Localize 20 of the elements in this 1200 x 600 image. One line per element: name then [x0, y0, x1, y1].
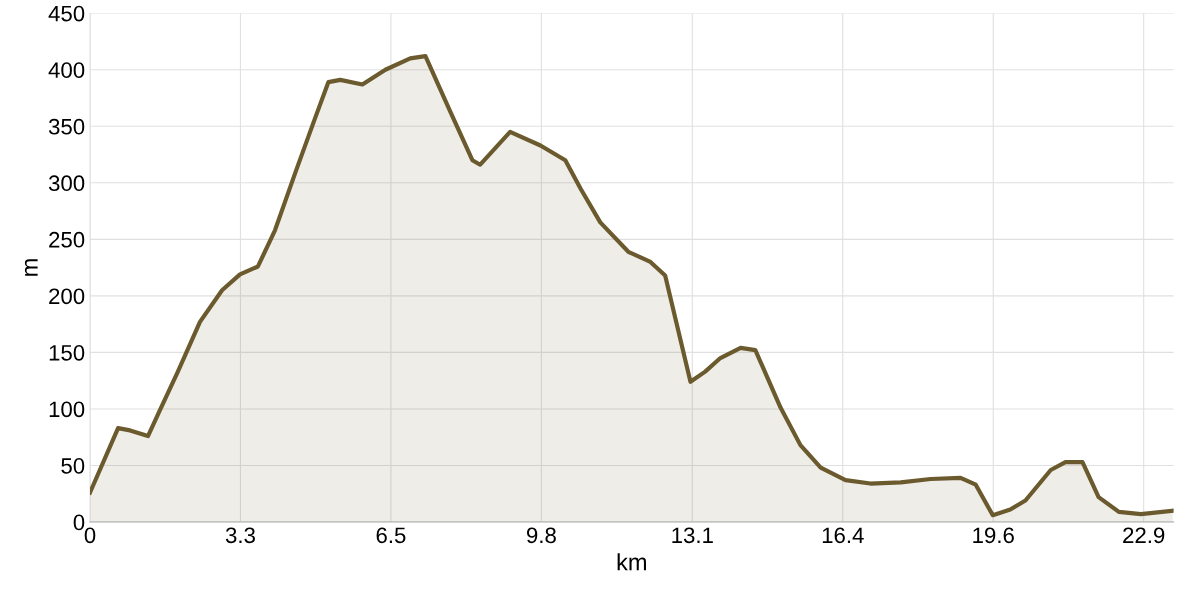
x-axis-title: km: [617, 553, 646, 571]
x-tick-label: 19.6: [973, 527, 1014, 544]
y-tick-label: 250: [49, 231, 85, 248]
y-tick-label: 0: [73, 514, 85, 531]
x-tick-label: 0: [84, 527, 96, 544]
y-tick-label: 100: [49, 401, 85, 418]
x-tick-label: 9.8: [526, 527, 556, 544]
x-tick-label: 3.3: [225, 527, 255, 544]
y-tick-label: 50: [61, 458, 85, 474]
y-tick-label: 350: [48, 118, 85, 135]
x-tick-label: 22.9: [1123, 527, 1165, 544]
x-tick-label: 6.5: [376, 527, 406, 544]
x-tick-label: 13.1: [672, 527, 713, 544]
y-tick-label: 200: [49, 288, 85, 305]
x-tick-label: 16.4: [822, 527, 864, 544]
y-tick-label: 450: [48, 5, 85, 22]
y-axis-title: m: [24, 259, 38, 276]
y-tick-label: 400: [48, 62, 85, 78]
y-tick-label: 150: [49, 344, 85, 361]
y-tick-label: 300: [48, 175, 85, 192]
